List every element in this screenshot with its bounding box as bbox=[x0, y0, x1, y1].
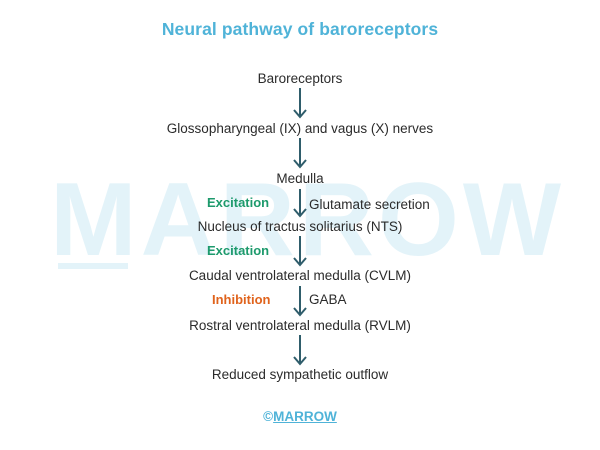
node-cvlm: Caudal ventrolateral medulla (CVLM) bbox=[188, 268, 412, 283]
excitation-label: Excitation bbox=[207, 195, 270, 210]
watermark-underline bbox=[58, 263, 128, 269]
arrow-down-icon bbox=[293, 286, 307, 317]
footer-logo: ©MARROW bbox=[0, 409, 600, 424]
gaba-note: GABA bbox=[309, 292, 347, 307]
brand-name: MARROW bbox=[273, 409, 337, 424]
watermark-text: MARROW bbox=[50, 162, 566, 278]
arrow-down-icon bbox=[293, 88, 307, 119]
arrow-down-icon bbox=[293, 189, 307, 218]
arrow-down-icon bbox=[293, 236, 307, 267]
node-medulla: Medulla bbox=[276, 171, 324, 186]
node-sympathetic-outflow: Reduced sympathetic outflow bbox=[211, 367, 389, 382]
node-nts: Nucleus of tractus solitarius (NTS) bbox=[197, 219, 403, 234]
diagram-title: Neural pathway of baroreceptors bbox=[161, 19, 439, 39]
node-cranial-nerves: Glossopharyngeal (IX) and vagus (X) nerv… bbox=[166, 121, 434, 136]
node-baroreceptors: Baroreceptors bbox=[257, 71, 343, 86]
arrow-down-icon bbox=[293, 138, 307, 169]
copyright-symbol: © bbox=[263, 409, 274, 424]
arrow-down-icon bbox=[293, 335, 307, 366]
node-rvlm: Rostral ventrolateral medulla (RVLM) bbox=[189, 318, 411, 333]
glutamate-note: Glutamate secretion bbox=[309, 197, 430, 212]
excitation-label: Excitation bbox=[207, 243, 270, 258]
inhibition-label: Inhibition bbox=[212, 292, 271, 307]
